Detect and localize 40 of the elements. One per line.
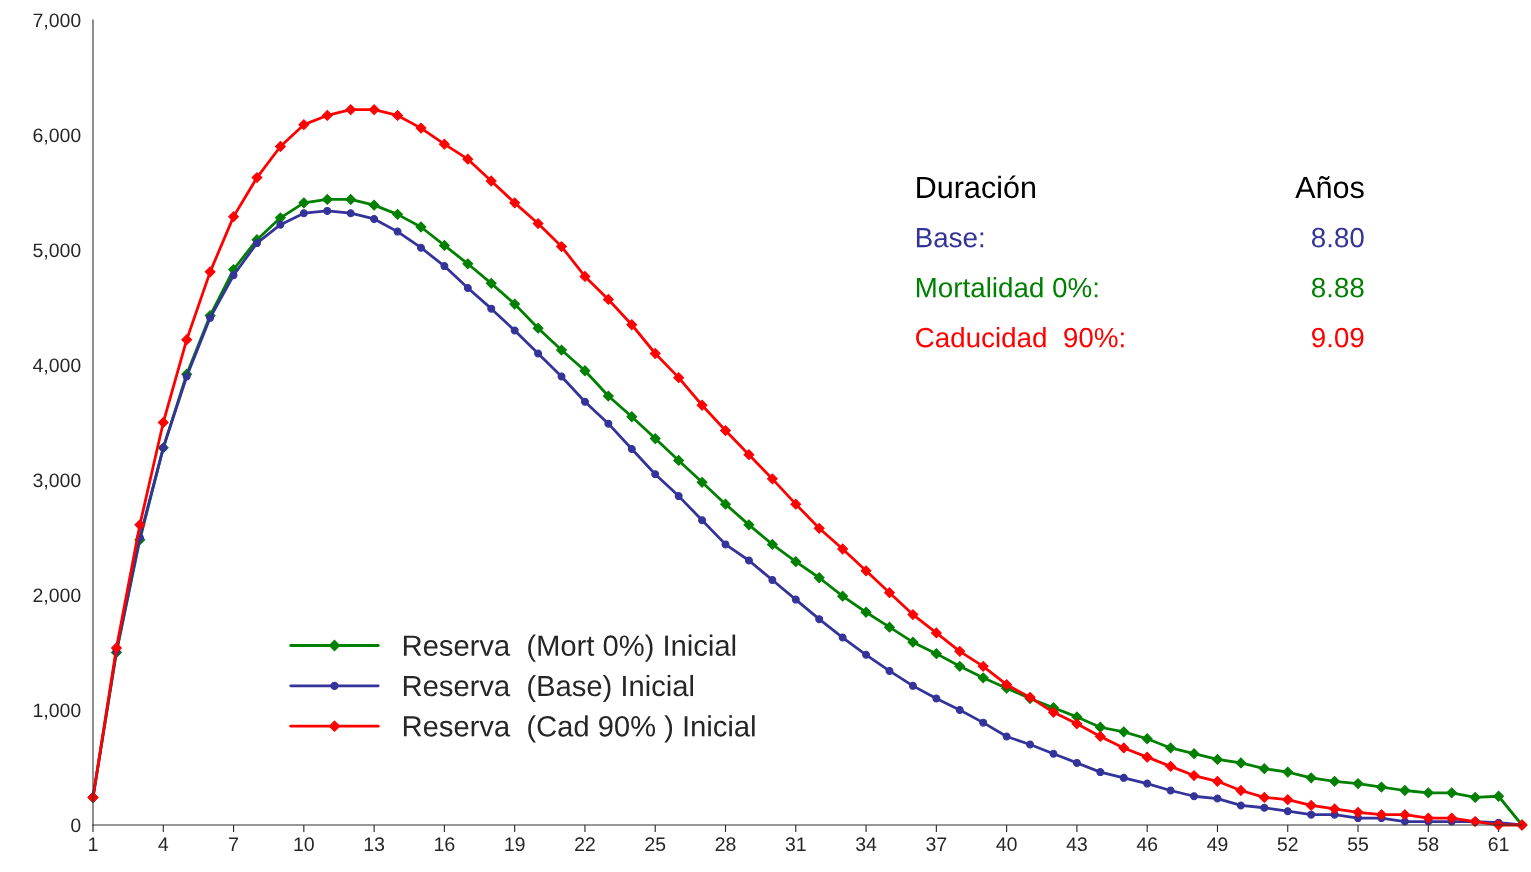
x-tick-label: 34 <box>855 837 877 852</box>
x-tick-label: 10 <box>294 837 314 852</box>
y-tick-label: 4,000 <box>32 358 81 375</box>
y-tick-label: 5,000 <box>33 243 81 260</box>
annotation: Duración <box>917 175 1035 199</box>
y-tick-label: 1,000 <box>34 703 81 720</box>
legend-label: Reserva (Base) Inicial <box>403 674 693 703</box>
x-tick-label: 55 <box>1347 837 1369 852</box>
x-tick-label: 43 <box>1066 837 1087 852</box>
x-tick-label: 58 <box>1418 837 1439 852</box>
x-tick-label: 25 <box>645 837 666 852</box>
annotation: Base: <box>916 228 984 248</box>
x-tick-label: 22 <box>575 837 595 851</box>
x-tick-label: 7 <box>229 837 238 851</box>
x-tick-label: 13 <box>364 837 385 852</box>
x-tick-label: 1 <box>89 837 98 851</box>
annotation: 9.09 <box>1312 327 1364 348</box>
x-tick-label: 37 <box>926 837 947 852</box>
annotation: 8.80 <box>1311 227 1364 248</box>
annotation: Años <box>1295 175 1364 199</box>
x-tick-label: 46 <box>1136 837 1158 852</box>
x-tick-label: 61 <box>1488 837 1509 852</box>
y-tick-label: 3,000 <box>33 473 81 490</box>
y-tick-label: 6,000 <box>33 128 81 145</box>
x-tick-label: 28 <box>715 837 736 852</box>
legend-label: Reserva (Cad 90% ) Inicial <box>403 715 755 743</box>
y-tick-label: 2,000 <box>33 588 81 605</box>
x-tick-label: 16 <box>435 837 455 852</box>
x-tick-label: 52 <box>1277 837 1298 852</box>
x-tick-label: 4 <box>158 837 169 851</box>
y-tick-label: 0 <box>71 818 81 833</box>
annotation: Mortalidad 0%: <box>916 277 1098 298</box>
x-tick-label: 49 <box>1207 837 1228 852</box>
annotation: Caducidad 90%: <box>916 327 1124 348</box>
x-tick-label: 40 <box>996 837 1017 852</box>
y-tick-label: 7,000 <box>33 13 81 30</box>
legend-label: Reserva (Mort 0%) Inicial <box>403 634 736 662</box>
annotation: 8.88 <box>1311 277 1364 298</box>
x-tick-label: 19 <box>505 837 525 852</box>
x-tick-label: 31 <box>785 837 806 852</box>
